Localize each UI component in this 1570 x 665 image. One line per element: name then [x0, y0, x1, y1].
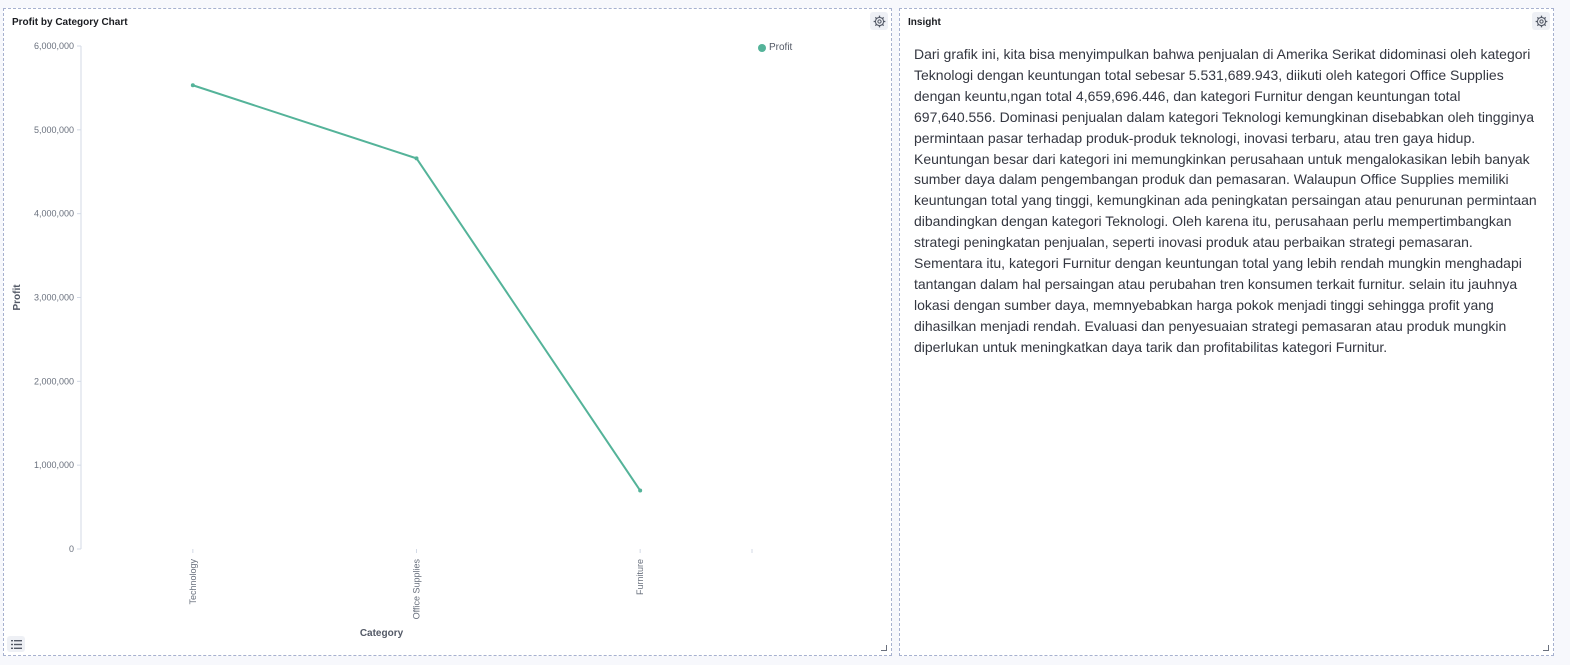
y-tick-label: 1,000,000 — [34, 460, 74, 470]
insight-panel-title: Insight — [908, 17, 941, 28]
data-point — [414, 156, 419, 161]
y-tick-label: 2,000,000 — [34, 376, 74, 386]
y-tick-label: 4,000,000 — [34, 209, 74, 219]
chart-legend[interactable]: Profit — [758, 42, 792, 53]
chart-panel-title: Profit by Category Chart — [12, 17, 128, 28]
data-point — [638, 488, 643, 493]
legend-swatch-profit — [758, 43, 766, 52]
gear-icon[interactable] — [870, 12, 888, 30]
series-line-profit — [192, 84, 641, 492]
x-tick-label: Furniture — [635, 559, 645, 595]
data-point — [190, 83, 195, 88]
line-chart: 0 1,000,000 2,000,000 3,000,000 4,000,000 5,0… — [12, 41, 753, 639]
x-tick-label: Office Supplies — [412, 559, 422, 620]
gear-icon[interactable] — [1532, 12, 1550, 30]
y-tick-label: 5,000,000 — [34, 125, 74, 135]
chart-panel: Profit by Category Chart Profit 0 1,000,0… — [3, 8, 892, 656]
insight-text: Dari grafik ini, kita bisa menyimpulkan … — [914, 46, 1537, 355]
y-tick-label: 3,000,000 — [34, 293, 74, 303]
legend-label-profit: Profit — [769, 42, 793, 53]
x-axis-title: Category — [360, 628, 404, 639]
list-icon[interactable] — [7, 636, 25, 652]
x-tick-label: Technology — [188, 559, 198, 605]
y-axis-title: Profit — [12, 284, 23, 311]
resize-handle-icon[interactable] — [1543, 645, 1549, 651]
insight-panel: Insight Dari grafik ini, kita bisa menyi… — [899, 8, 1554, 656]
y-tick-label: 6,000,000 — [34, 41, 74, 51]
y-tick-label: 0 — [69, 544, 74, 554]
resize-handle-icon[interactable] — [881, 645, 887, 651]
